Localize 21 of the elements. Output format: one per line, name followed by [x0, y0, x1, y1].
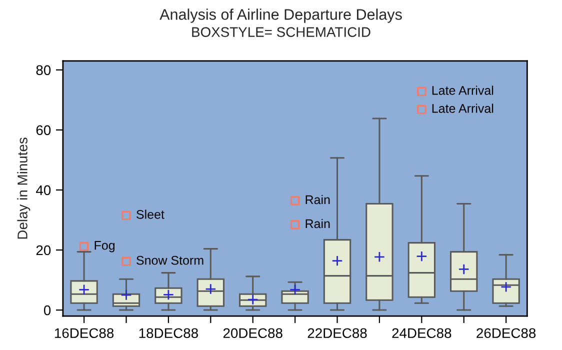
y-tick-label: 40: [36, 185, 51, 196]
annotation: Fog: [94, 241, 114, 252]
x-tick-label: 20DEC88: [223, 328, 282, 338]
y-tick-label: 20: [36, 245, 51, 256]
chart-title: Analysis of Airline Departure Delays: [160, 8, 402, 23]
x-tick-label: 18DEC88: [139, 328, 198, 338]
annotation: Snow Storm: [136, 256, 204, 265]
y-tick-label: 80: [36, 65, 51, 76]
y-tick-label: 0: [44, 305, 51, 316]
annotation: Rain: [306, 194, 330, 204]
annotation: Late Arrival: [432, 86, 494, 95]
x-tick-label: 26DEC88: [476, 328, 536, 338]
x-tick-label: 16DEC88: [54, 328, 114, 338]
annotation: Late Arrival: [432, 104, 494, 113]
x-tick-label: 24DEC88: [392, 328, 452, 338]
y-tick-label: 60: [36, 125, 51, 136]
y-axis-title: Delay in Minutes: [17, 138, 30, 239]
annotation: Rain: [306, 218, 330, 228]
chart-subtitle: BOXSTYLE= SCHEMATICID: [192, 27, 370, 37]
annotation: Sleet: [136, 210, 164, 219]
x-tick-label: 22DEC88: [308, 328, 367, 338]
